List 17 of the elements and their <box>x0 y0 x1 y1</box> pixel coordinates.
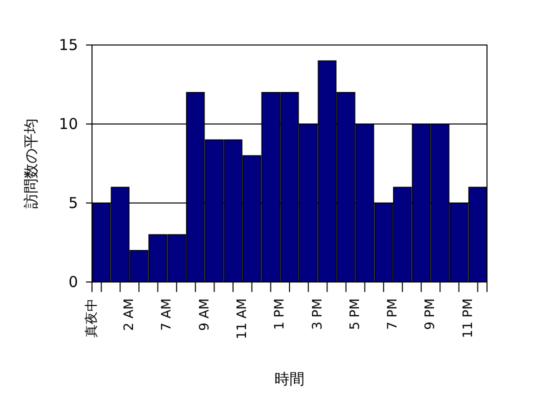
y-tick-label: 10 <box>58 114 78 133</box>
x-tick-label: 11 PM <box>460 298 476 338</box>
x-tick-label: 11 AM <box>235 298 250 340</box>
x-tick-label: 真夜中 <box>83 298 100 338</box>
x-tick-label: 2 AM <box>122 298 138 331</box>
y-tick-label: 5 <box>68 194 78 212</box>
x-tick-label: 7 AM <box>160 298 175 331</box>
y-tick-label: 15 <box>58 36 78 54</box>
x-tick-label: 7 PM <box>386 298 401 330</box>
x-tick-label: 1 PM <box>272 298 288 330</box>
x-tick-label: 9 AM <box>197 298 212 331</box>
y-tick-label: 0 <box>68 272 78 291</box>
x-tick-label: 3 PM <box>310 298 326 330</box>
y-axis-title: 訪問数の平均 <box>22 118 40 208</box>
x-axis-title: 時間 <box>274 370 304 388</box>
x-tick-label: 9 PM <box>423 298 438 330</box>
x-tick-label: 5 PM <box>348 298 363 330</box>
